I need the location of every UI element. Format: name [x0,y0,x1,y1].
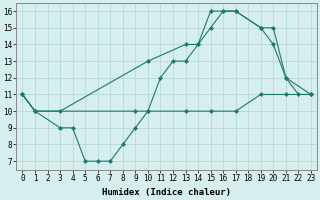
X-axis label: Humidex (Indice chaleur): Humidex (Indice chaleur) [102,188,231,197]
